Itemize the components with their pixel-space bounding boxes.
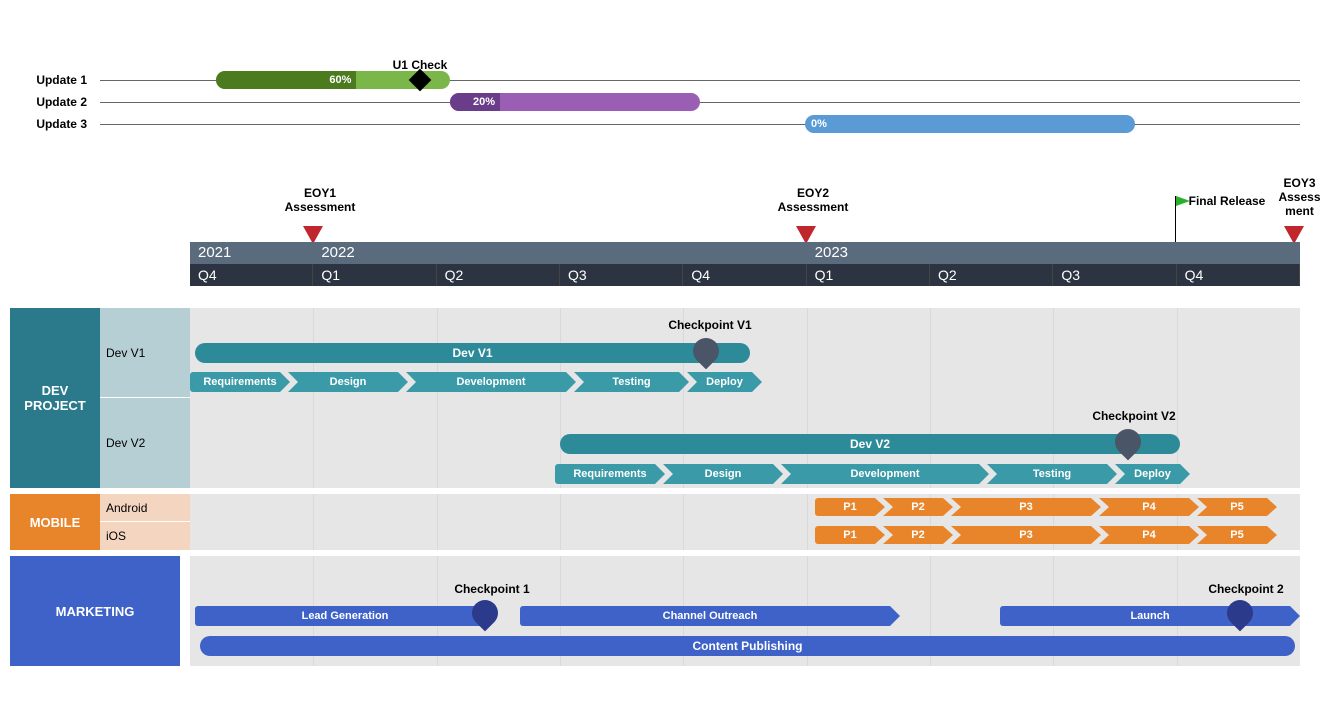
grid-line — [807, 308, 808, 488]
grid-line — [930, 308, 931, 488]
gantt-phase-chevron: P4 — [1099, 498, 1199, 516]
swimlane-category-label: MOBILE — [10, 494, 100, 550]
gantt-phase-chevron: Design — [663, 464, 783, 484]
gantt-phase-chevron: P3 — [951, 498, 1101, 516]
grid-line — [313, 308, 314, 488]
gantt-phase-chevron: Testing — [574, 372, 689, 392]
gantt-phase-chevron: P5 — [1197, 498, 1277, 516]
grid-line — [437, 308, 438, 488]
swimlane-bg — [190, 308, 1300, 488]
checkpoint-label: Checkpoint V1 — [650, 318, 770, 332]
gantt-phase-chevron: Channel Outreach — [520, 606, 900, 626]
checkpoint-label: Checkpoint 2 — [1186, 582, 1306, 596]
gantt-phase-chevron: P3 — [951, 526, 1101, 544]
gantt-phase-chevron: Deploy — [687, 372, 762, 392]
grid-line — [1053, 308, 1054, 488]
timeline-quarter: Q1 — [313, 264, 436, 286]
gantt-phase-chevron: Testing — [987, 464, 1117, 484]
swimlane-sublabel: Dev V2 — [100, 398, 190, 488]
gantt-phase-chevron: P2 — [883, 498, 953, 516]
gantt-phase-chevron: Development — [781, 464, 989, 484]
timeline-year: 2023 — [807, 242, 1300, 264]
timeline-quarter: Q4 — [683, 264, 806, 286]
grid-line — [313, 494, 314, 550]
milestone-label: EOY1Assessment — [275, 186, 365, 214]
timeline-quarter: Q2 — [930, 264, 1053, 286]
milestone-label: Final Release — [1186, 194, 1268, 208]
swimlane-sublabel: Android — [100, 494, 190, 522]
grid-line — [560, 494, 561, 550]
swimlane-sublabel: iOS — [100, 522, 190, 550]
gantt-bar: Dev V2 — [560, 434, 1180, 454]
update-row-label: Update 1 — [0, 69, 95, 91]
gantt-phase-chevron: P5 — [1197, 526, 1277, 544]
timeline-quarter: Q4 — [1177, 264, 1300, 286]
timeline-quarter: Q4 — [190, 264, 313, 286]
update-row-label: Update 2 — [0, 91, 95, 113]
timeline-quarter: Q2 — [437, 264, 560, 286]
gantt-bar: Content Publishing — [200, 636, 1295, 656]
timeline-quarter: Q3 — [560, 264, 683, 286]
swimlane-category-label: MARKETING — [10, 556, 180, 666]
update-progress-fill: 60% — [216, 71, 356, 89]
gantt-phase-chevron: Launch — [1000, 606, 1300, 626]
timeline-quarter: Q3 — [1053, 264, 1176, 286]
checkpoint-label: Checkpoint 1 — [432, 582, 552, 596]
swimlane-category-label: DEVPROJECT — [10, 308, 100, 488]
grid-line — [683, 308, 684, 488]
grid-line — [807, 494, 808, 550]
gantt-phase-chevron: Design — [288, 372, 408, 392]
update-track-line — [100, 102, 1300, 103]
update-progress-bar: 20% — [450, 93, 700, 111]
milestone-label: EOY3Assessment — [1272, 176, 1327, 218]
gantt-phase-chevron: P4 — [1099, 526, 1199, 544]
timeline-year: 2022 — [313, 242, 806, 264]
update-progress-bar: 0% — [805, 115, 1135, 133]
gantt-phase-chevron: Requirements — [555, 464, 665, 484]
grid-line — [560, 308, 561, 488]
timeline-year: 2021 — [190, 242, 313, 264]
grid-line — [1177, 308, 1178, 488]
update-row-label: Update 3 — [0, 113, 95, 135]
gantt-phase-chevron: Deploy — [1115, 464, 1190, 484]
gantt-bar: Dev V1 — [195, 343, 750, 363]
checkpoint-label: Checkpoint V2 — [1074, 409, 1194, 423]
milestone-label: EOY2Assessment — [768, 186, 858, 214]
grid-line — [437, 494, 438, 550]
update-progress-pct: 0% — [811, 115, 827, 133]
gantt-phase-chevron: Requirements — [190, 372, 290, 392]
gantt-phase-chevron: P2 — [883, 526, 953, 544]
gantt-phase-chevron: P1 — [815, 526, 885, 544]
gantt-phase-chevron: Development — [406, 372, 576, 392]
diamond-marker-label: U1 Check — [380, 58, 460, 72]
gantt-phase-chevron: Lead Generation — [195, 606, 495, 626]
update-progress-fill: 20% — [450, 93, 500, 111]
swimlane-sublabel: Dev V1 — [100, 308, 190, 398]
gantt-phase-chevron: P1 — [815, 498, 885, 516]
grid-line — [683, 494, 684, 550]
timeline-quarter: Q1 — [807, 264, 930, 286]
